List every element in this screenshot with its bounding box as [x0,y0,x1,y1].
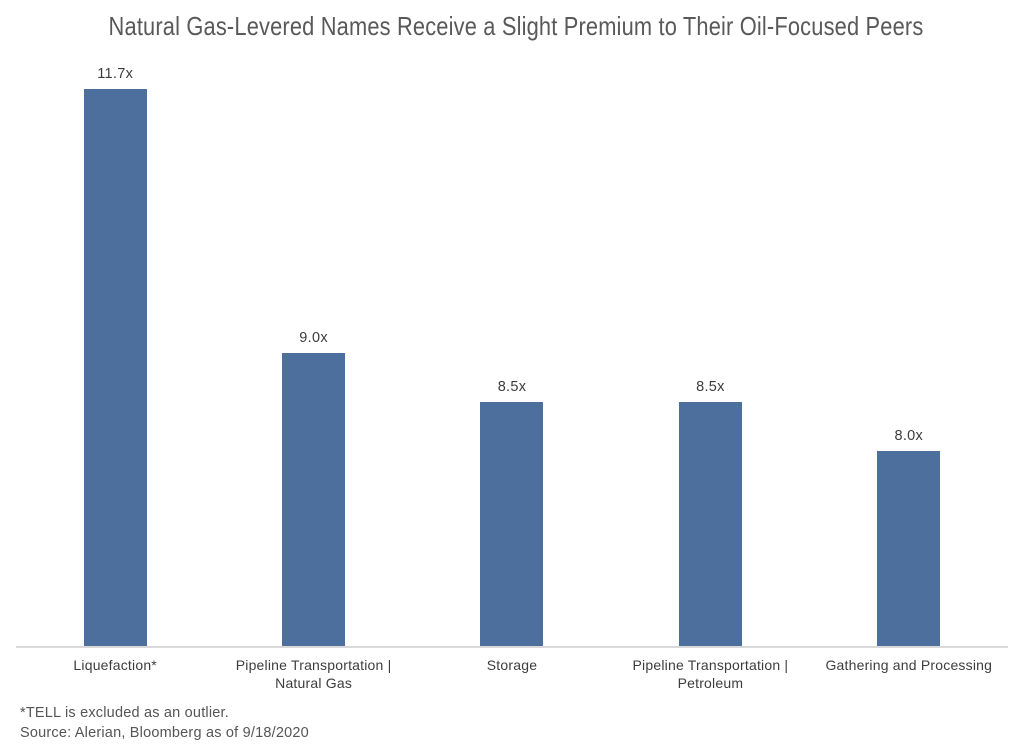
x-axis-line [16,646,1008,648]
bar-liquefaction [83,89,147,646]
bar-chart: 11.7x 9.0x 8.5x 8.5x 8.0x Liquefactio [16,60,1008,692]
footnote-source: Source: Alerian, Bloomberg as of 9/18/20… [20,725,309,741]
bar-column: 8.0x [810,428,1008,646]
bar-pipeline-petroleum [678,402,742,646]
x-axis-category-label: Pipeline Transportation | Natural Gas [235,657,392,692]
chart-title: Natural Gas-Levered Names Receive a Slig… [108,11,924,41]
bar-value-label: 9.0x [299,330,328,346]
x-axis-labels: Liquefaction* Pipeline Transportation | … [16,656,1008,692]
bar-storage [480,402,544,646]
x-axis-category-label: Storage [486,657,538,673]
footnote-outlier: *TELL is excluded as an outlier. [20,705,229,721]
x-axis-category-label: Pipeline Transportation | Petroleum [632,657,789,692]
bar-value-label: 8.5x [696,379,725,395]
bar-value-label: 8.0x [894,428,924,444]
bar-pipeline-natural-gas [282,353,346,646]
bar-column: 9.0x [214,330,412,646]
footnotes: *TELL is excluded as an outlier. Source:… [20,703,309,743]
x-axis-category-label: Liquefaction* [73,657,157,673]
x-axis-category-label: Gathering and Processing [825,657,993,673]
bar-column: 8.5x [611,379,809,646]
bar-gathering-processing [877,451,941,646]
bar-value-label: 11.7x [97,66,134,82]
bar-value-label: 8.5x [497,379,527,395]
bar-column: 8.5x [413,379,611,646]
plot-area: 11.7x 9.0x 8.5x 8.5x 8.0x [16,60,1008,646]
bar-column: 11.7x [16,66,214,646]
